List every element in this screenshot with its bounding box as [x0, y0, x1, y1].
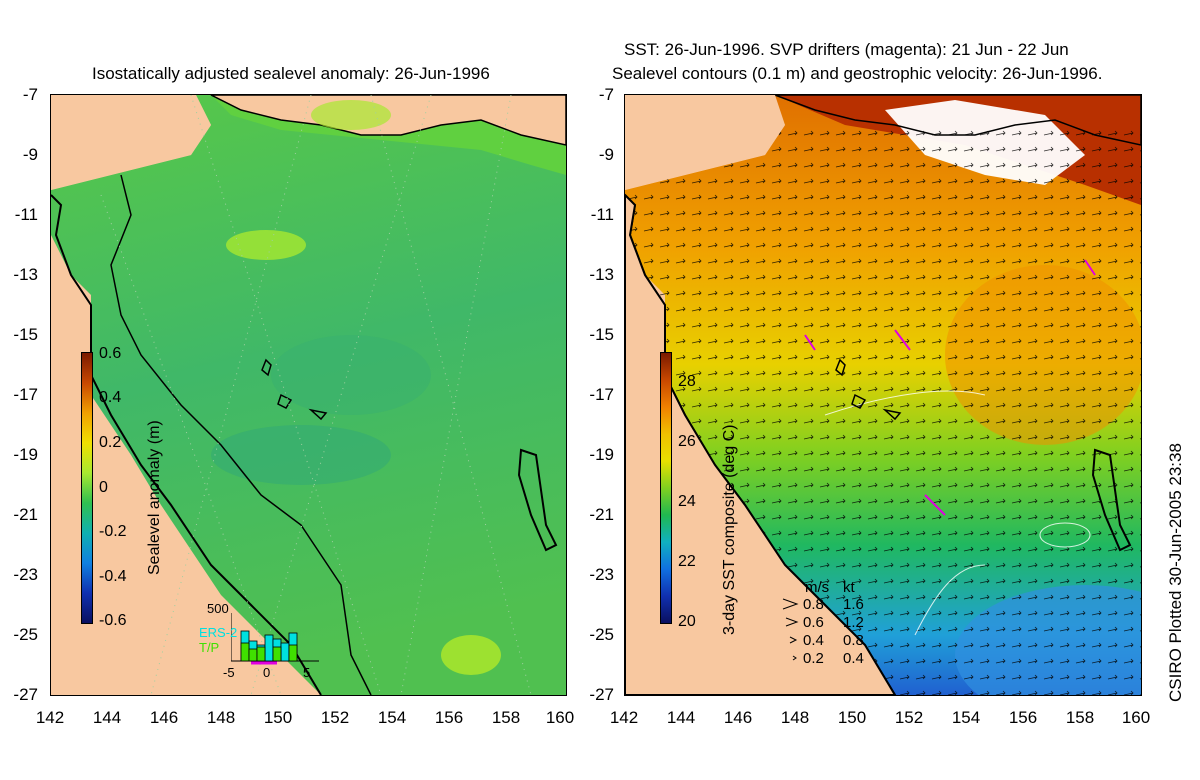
- drifter-tracks: [804, 259, 1096, 516]
- left-map-svg: [51, 95, 566, 695]
- left-x-tick: 150: [263, 708, 293, 727]
- right-cb-tick: 24: [678, 493, 696, 510]
- right-x-tick: 148: [780, 708, 810, 727]
- left-y-tick: -21: [13, 505, 38, 524]
- right-x-tick: 150: [837, 708, 867, 727]
- left-new-caledonia: [517, 448, 558, 552]
- left-y-tick: -7: [22, 85, 38, 104]
- right-y-tick: -23: [589, 565, 614, 584]
- left-x-tick: 152: [320, 708, 350, 727]
- left-map-title: Isostatically adjusted sealevel anomaly:…: [92, 64, 490, 83]
- right-y-tick: -9: [598, 145, 614, 164]
- speed-arrows: [782, 598, 799, 661]
- speed-legend-header-kt: kt: [843, 579, 855, 596]
- left-australia-coast: [51, 194, 322, 695]
- right-cb-tick: 28: [678, 373, 696, 390]
- left-sea-north: [51, 95, 211, 190]
- speed-legend-kt: 1.6: [843, 596, 864, 613]
- inset-x-tick: 5: [303, 665, 311, 680]
- right-cb-tick: 20: [678, 613, 696, 630]
- right-y-tick: -21: [589, 505, 614, 524]
- left-colorbar-label: Sealevel anomaly (m): [146, 420, 163, 575]
- speed-legend-kt: 0.4: [843, 650, 864, 667]
- left-x-tick: 142: [35, 708, 65, 727]
- left-shelf-contour: [110, 174, 372, 695]
- left-colorbar: [81, 352, 93, 624]
- left-cb-tick: 0.4: [99, 389, 122, 406]
- left-cb-tick: -0.6: [99, 612, 127, 629]
- speed-legend: m/s kt 0.8 1.6 0.6 1.2 0.4 0.8 0.2 0.4: [775, 579, 875, 669]
- right-x-tick: 144: [666, 708, 696, 727]
- speed-legend-ms: 0.6: [803, 614, 824, 631]
- left-y-tick: -25: [13, 625, 38, 644]
- right-y-tick: -15: [589, 325, 614, 344]
- inset-histogram: 500 -5 0 5 ERS-2 T/P: [199, 601, 319, 680]
- inset-bars: [231, 613, 319, 665]
- left-y-tick: -23: [13, 565, 38, 584]
- right-y-tick: -19: [589, 445, 614, 464]
- speed-legend-header-ms: m/s: [805, 579, 830, 596]
- right-map-title-line1: SST: 26-Jun-1996. SVP drifters (magenta)…: [624, 40, 1069, 59]
- speed-legend-kt: 0.8: [843, 632, 864, 649]
- right-map-title-line2: Sealevel contours (0.1 m) and geostrophi…: [612, 64, 1103, 83]
- right-x-tick: 154: [951, 708, 981, 727]
- left-cb-tick: -0.2: [99, 523, 127, 540]
- speed-legend-ms: 0.4: [803, 632, 824, 649]
- right-x-tick: 158: [1065, 708, 1095, 727]
- right-x-tick: 142: [609, 708, 639, 727]
- right-y-tick: -13: [589, 265, 614, 284]
- left-map-plot[interactable]: 0.6 0.4 0.2 0 -0.2 -0.4 -0.6 Sealevel an…: [50, 94, 567, 696]
- right-x-tick: 160: [1121, 708, 1151, 727]
- speed-legend-ms: 0.2: [803, 650, 824, 667]
- left-cb-tick: -0.4: [99, 568, 127, 585]
- right-colorbar-label: 3-day SST composite (deg C): [721, 424, 738, 635]
- left-x-tick: 156: [434, 708, 464, 727]
- left-y-tick: -9: [22, 145, 38, 164]
- speed-legend-ms: 0.8: [803, 596, 824, 613]
- right-colorbar: [660, 352, 672, 624]
- left-x-tick: 148: [206, 708, 236, 727]
- left-x-tick: 160: [545, 708, 575, 727]
- left-y-tick: -11: [14, 205, 38, 224]
- right-y-tick: -27: [589, 685, 614, 704]
- left-y-tick: -27: [13, 685, 38, 704]
- left-y-tick: -15: [13, 325, 38, 344]
- left-x-tick: 146: [149, 708, 179, 727]
- right-y-tick: -25: [589, 625, 614, 644]
- right-new-caledonia: [1091, 448, 1132, 552]
- left-y-tick: -13: [13, 265, 38, 284]
- credit-text: CSIRO Plotted 30-Jun-2005 23:38: [1166, 443, 1185, 702]
- right-x-tick: 152: [894, 708, 924, 727]
- right-y-tick: -11: [590, 205, 614, 224]
- left-y-tick: -19: [13, 445, 38, 464]
- right-cb-tick: 22: [678, 553, 696, 570]
- left-cb-tick: 0: [99, 479, 108, 496]
- left-y-tick: -17: [13, 385, 38, 404]
- left-x-tick: 154: [377, 708, 407, 727]
- right-cb-tick: 26: [678, 433, 696, 450]
- inset-legend-ers2: ERS-2: [199, 625, 238, 640]
- right-x-tick: 146: [723, 708, 753, 727]
- left-cb-tick: 0.6: [99, 345, 122, 362]
- inset-x-tick: -5: [223, 665, 235, 680]
- speed-legend-kt: 1.2: [843, 614, 864, 631]
- inset-x-tick: 0: [263, 665, 271, 680]
- right-y-tick: -7: [598, 85, 614, 104]
- left-x-tick: 144: [92, 708, 122, 727]
- left-x-tick: 158: [491, 708, 521, 727]
- right-x-tick: 156: [1008, 708, 1038, 727]
- inset-ymax-label: 500: [207, 601, 229, 616]
- left-cb-tick: 0.2: [99, 434, 122, 451]
- inset-legend-tp: T/P: [199, 640, 220, 655]
- right-map-plot[interactable]: 28 26 24 22 20 3-day SST composite (deg …: [624, 94, 1142, 696]
- right-y-tick: -17: [589, 385, 614, 404]
- right-map-svg: [625, 95, 1141, 695]
